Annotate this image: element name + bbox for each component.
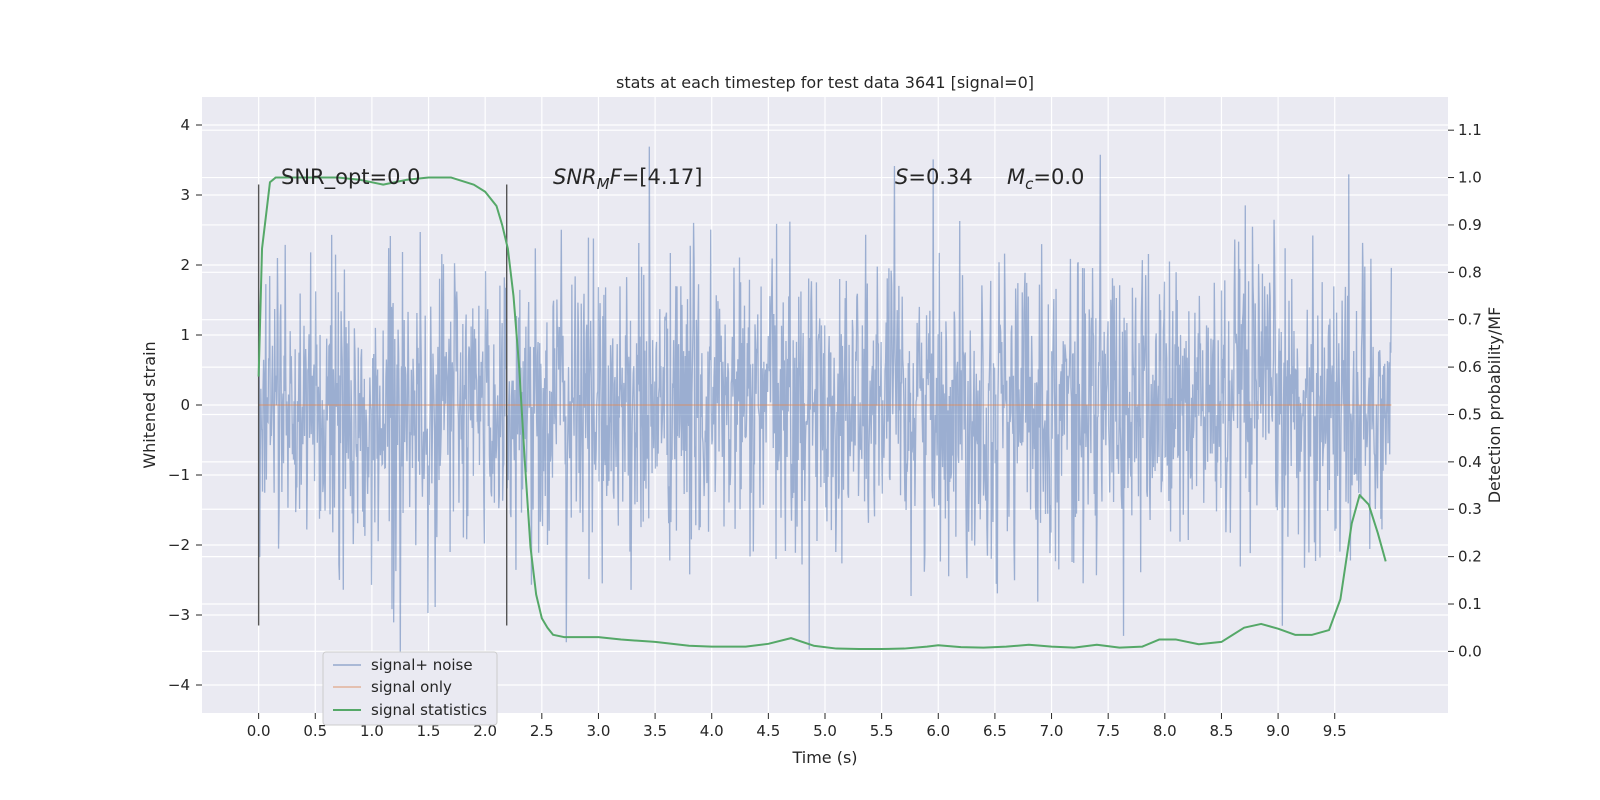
- x-tick-label: 5.0: [813, 722, 837, 740]
- x-tick-label: 2.5: [530, 722, 554, 740]
- mc-sub: c: [1025, 175, 1034, 193]
- x-tick-label: 2.0: [473, 722, 497, 740]
- snr-mf-sub: M: [597, 175, 610, 193]
- y-left-tick-label: −1: [168, 466, 190, 484]
- mc-annotation: Mc=0.0: [1007, 165, 1084, 193]
- y-right-tick-label: 0.7: [1458, 311, 1482, 329]
- x-tick-label: 4.0: [700, 722, 724, 740]
- snr-mf-annotation: SNRMF=[4.17]: [553, 165, 702, 193]
- x-tick-label: 7.5: [1096, 722, 1120, 740]
- x-tick-label: 3.0: [587, 722, 611, 740]
- y-left-tick-label: 2: [180, 256, 190, 274]
- x-tick-label: 0.0: [247, 722, 271, 740]
- x-axis-ticks: 0.0 0.5 1.0 1.5 2.0 2.5 3.0 3.5 4.0 4.5 5.0 5.5 6.0 6…: [247, 713, 1347, 740]
- x-tick-label: 0.5: [303, 722, 327, 740]
- x-tick-label: 9.0: [1266, 722, 1290, 740]
- signal-noise-series: [257, 146, 1393, 654]
- x-tick-label: 4.5: [756, 722, 780, 740]
- y-left-tick-label: 4: [180, 116, 190, 134]
- y-right-axis-label: Detection probability/MF: [1485, 307, 1504, 504]
- legend-label-signal-statistics: signal statistics: [371, 701, 487, 719]
- legend-box: [322, 651, 498, 726]
- x-tick-label: 3.5: [643, 722, 667, 740]
- y-left-axis-ticks: 4 3 2 1 0 −1 −2 −3 −4: [168, 116, 202, 694]
- x-tick-label: 1.0: [360, 722, 384, 740]
- window-markers: [257, 184, 508, 626]
- signal-statistics-series: [257, 176, 1387, 651]
- y-right-tick-label: 0.3: [1458, 500, 1482, 518]
- x-tick-label: 8.5: [1210, 722, 1234, 740]
- chart-title: stats at each timestep for test data 364…: [616, 73, 1034, 92]
- snr-mf-value: =[4.17]: [622, 165, 703, 189]
- mc-value: =0.0: [1033, 165, 1084, 189]
- signal-noise-line: [257, 146, 1393, 654]
- y-right-tick-label: 0.9: [1458, 216, 1482, 234]
- x-tick-label: 9.5: [1323, 722, 1347, 740]
- y-right-tick-label: 0.6: [1458, 358, 1482, 376]
- y-left-tick-label: −4: [168, 676, 190, 694]
- x-tick-label: 6.0: [926, 722, 950, 740]
- s-annotation: S=0.34: [895, 165, 973, 189]
- y-right-tick-label: 0.1: [1458, 595, 1482, 613]
- x-axis-label: Time (s): [791, 748, 857, 767]
- y-left-tick-label: 3: [180, 186, 190, 204]
- y-left-tick-label: −2: [168, 536, 190, 554]
- y-right-tick-label: 0.5: [1458, 405, 1482, 423]
- x-tick-label: 8.0: [1153, 722, 1177, 740]
- snr-mf-tail: F: [610, 165, 623, 189]
- legend-label-signal-noise: signal+ noise: [371, 656, 473, 674]
- y-right-tick-label: 0.4: [1458, 453, 1482, 471]
- y-right-tick-label: 0.2: [1458, 548, 1482, 566]
- y-right-tick-label: 1.0: [1458, 169, 1482, 187]
- signal-statistics-line: [257, 176, 1387, 651]
- y-left-tick-label: 1: [180, 326, 190, 344]
- x-tick-label: 7.0: [1040, 722, 1064, 740]
- x-tick-label: 5.5: [870, 722, 894, 740]
- snr-opt-annotation: SNR_opt=0.0: [281, 165, 421, 190]
- y-left-tick-label: −3: [168, 606, 190, 624]
- y-right-tick-label: 1.1: [1458, 121, 1482, 139]
- y-right-tick-label: 0.8: [1458, 263, 1482, 281]
- legend-label-signal-only: signal only: [371, 678, 452, 696]
- y-right-axis-ticks: 1.1 1.0 0.9 0.8 0.7 0.6 0.5 0.4 0.3 0.2 0.1 0.0: [1448, 121, 1482, 660]
- y-right-tick-label: 0.0: [1458, 642, 1482, 660]
- s-symbol: S: [895, 165, 908, 189]
- y-left-tick-label: 0: [180, 396, 190, 414]
- mc-symbol: M: [1007, 165, 1025, 189]
- y-left-axis-label: Whitened strain: [140, 341, 159, 468]
- x-tick-label: 6.5: [983, 722, 1007, 740]
- x-tick-label: 1.5: [417, 722, 441, 740]
- snr-mf-base: SNR: [553, 165, 597, 189]
- s-value: =0.34: [908, 165, 972, 189]
- legend: signal+ noise signal only signal statist…: [322, 651, 498, 726]
